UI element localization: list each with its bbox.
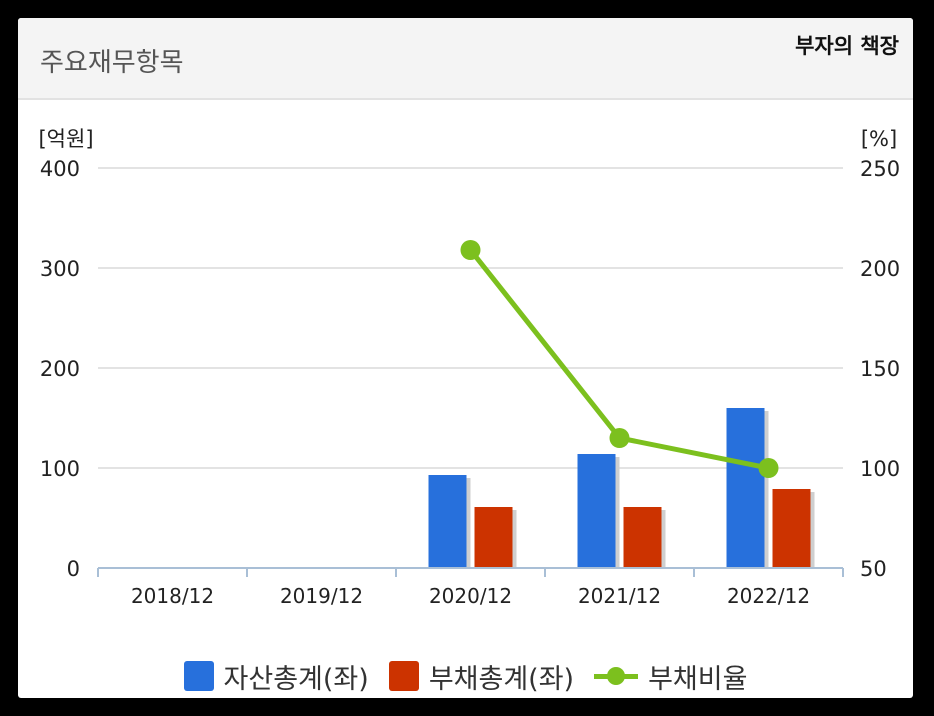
chart-header: 주요재무항목 부자의 책장 <box>18 18 913 100</box>
legend-label-liabilities: 부채총계(좌) <box>428 663 575 695</box>
legend-item-liabilities[interactable]: 부채총계(좌) <box>388 657 575 696</box>
combo-chart: 0 100 200 300 400 50 100 150 200 250 2018/12 2019/1… <box>38 127 900 608</box>
legend-label-debt-ratio: 부채비율 <box>648 663 748 695</box>
legend-swatch-liabilities <box>388 661 419 691</box>
x-tick-label: 2021/12 <box>578 584 661 608</box>
chart-heading: 주요재무항목 <box>40 48 184 78</box>
legend: 자산총계(좌) 부채총계(좌) 부채비율 <box>18 654 913 698</box>
brand-label: 부자의 책장 <box>795 34 899 58</box>
legend-swatch-debt-ratio <box>594 661 639 691</box>
y-right-tick-label: 100 <box>860 457 900 481</box>
y-right-unit-label: [%] <box>861 127 897 151</box>
line-series <box>460 240 779 478</box>
y-left-tick-label: 0 <box>67 557 80 581</box>
bar-series <box>428 408 815 568</box>
y-left-tick-label: 400 <box>40 157 80 181</box>
y-right-tick-label: 150 <box>860 357 900 381</box>
x-tick-label: 2018/12 <box>131 584 214 608</box>
legend-item-debt-ratio[interactable]: 부채비율 <box>594 657 747 696</box>
point <box>758 458 779 478</box>
axes: 0 100 200 300 400 50 100 150 200 250 2018/12 2019/1… <box>40 157 900 608</box>
legend-label-assets: 자산총계(좌) <box>223 663 369 695</box>
legend-dot-mark <box>607 667 626 685</box>
x-tick-label: 2019/12 <box>280 584 363 608</box>
legend-swatch-assets <box>183 661 214 691</box>
y-right-tick-label: 50 <box>860 557 887 581</box>
bar <box>577 454 616 568</box>
bar <box>474 507 513 568</box>
y-right-tick-label: 250 <box>860 157 900 181</box>
bar <box>726 408 765 568</box>
x-tick-label: 2022/12 <box>727 584 810 608</box>
y-left-unit-label: [억원] <box>38 127 93 151</box>
y-left-tick-label: 200 <box>40 357 80 381</box>
bar <box>623 507 662 568</box>
bar <box>428 475 467 568</box>
grid-lines <box>98 167 843 469</box>
bar <box>772 489 811 568</box>
x-tick-label: 2020/12 <box>429 584 512 608</box>
point <box>460 240 481 260</box>
point <box>609 428 630 448</box>
y-left-tick-label: 300 <box>40 257 80 281</box>
y-left-tick-label: 100 <box>40 457 80 481</box>
chart-card: 주요재무항목 부자의 책장 0 100 200 300 400 50 100 150 200 25… <box>18 18 913 698</box>
legend-item-assets[interactable]: 자산총계(좌) <box>183 657 369 696</box>
y-right-tick-label: 200 <box>860 257 900 281</box>
